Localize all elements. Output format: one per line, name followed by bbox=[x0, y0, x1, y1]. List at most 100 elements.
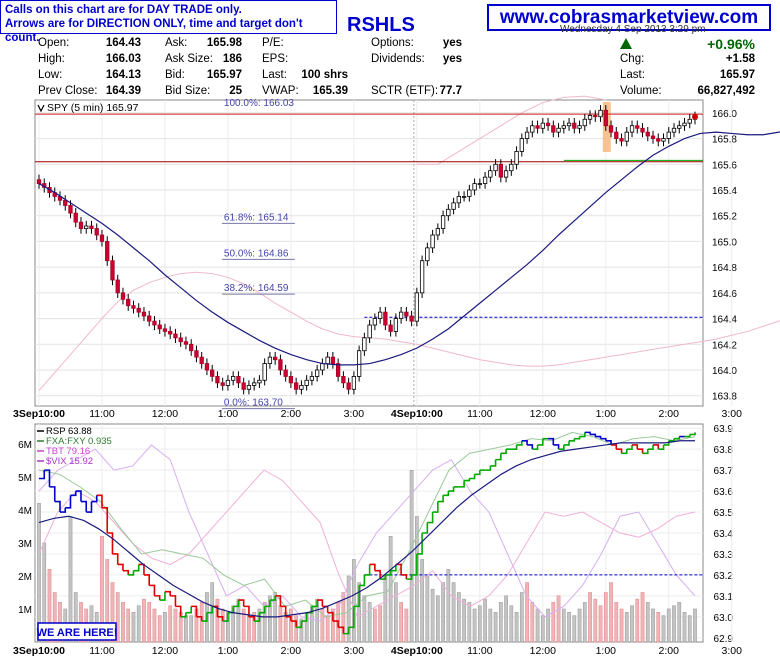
rsp-line-segment bbox=[537, 438, 544, 446]
candle-body bbox=[650, 135, 656, 139]
quote-label: Bid Size: bbox=[165, 85, 211, 97]
quote-value: yes bbox=[442, 53, 462, 65]
rsp-line-segment bbox=[290, 620, 297, 628]
rsp-line-segment bbox=[327, 611, 334, 622]
rsp-line-segment bbox=[248, 616, 255, 622]
candle-body bbox=[519, 138, 524, 152]
volume-bar bbox=[577, 608, 582, 643]
rsp-line-segment bbox=[437, 495, 444, 503]
candle-body bbox=[215, 376, 220, 384]
rsp-line-segment bbox=[149, 584, 156, 596]
candle-body bbox=[257, 379, 262, 384]
rsp-line-segment bbox=[374, 569, 381, 580]
volume-bar bbox=[588, 592, 592, 643]
annotation-label: WE ARE HERE! bbox=[37, 627, 118, 639]
candle-body bbox=[477, 183, 482, 185]
volume-bar bbox=[561, 608, 566, 643]
rsp-line-segment bbox=[233, 600, 240, 608]
volume-bar bbox=[535, 608, 540, 643]
candle-body bbox=[252, 382, 257, 386]
candle-body bbox=[131, 305, 136, 309]
volume-bar bbox=[289, 608, 293, 643]
indicator-y-tick-label: 63.1 bbox=[714, 592, 734, 603]
price-y-tick-label: 165.6 bbox=[712, 160, 737, 171]
rsp-line-segment bbox=[128, 570, 135, 576]
rsp-line-segment bbox=[616, 448, 623, 454]
price-y-tick-label: 164.0 bbox=[712, 366, 737, 377]
rsp-line-segment bbox=[75, 490, 82, 502]
volume-bar bbox=[645, 602, 650, 643]
candle-body bbox=[199, 356, 204, 364]
rsp-line-segment bbox=[364, 564, 371, 576]
candle-body bbox=[383, 311, 388, 326]
volume-bar bbox=[504, 595, 508, 643]
candle-body bbox=[241, 382, 246, 390]
legend-label: $VIX 15.92 bbox=[46, 456, 93, 467]
indicator-y-tick-label: 63.8 bbox=[714, 445, 734, 456]
volume-bar bbox=[477, 605, 482, 643]
volume-bar bbox=[362, 595, 367, 643]
price-moving-average bbox=[38, 131, 780, 366]
rsp-line-segment bbox=[264, 600, 271, 608]
quote-label: Dividends: bbox=[371, 53, 425, 65]
candle-body bbox=[640, 127, 645, 133]
candle-body bbox=[152, 320, 157, 326]
candle-body bbox=[204, 363, 210, 371]
candle-body bbox=[84, 225, 89, 229]
rsp-line-segment bbox=[175, 605, 182, 617]
candle-body bbox=[294, 382, 299, 390]
indicator-x-tick-label: 3Sep10:00 bbox=[13, 645, 65, 657]
disclaimer-box: Calls on this chart are for DAY TRADE on… bbox=[0, 0, 337, 44]
price-y-tick-label: 165.8 bbox=[712, 135, 737, 146]
quote-label: High: bbox=[38, 53, 65, 65]
price-plot-area bbox=[34, 99, 704, 407]
rsp-line-segment bbox=[401, 574, 408, 580]
candle-body bbox=[367, 324, 372, 339]
volume-bar bbox=[519, 592, 524, 643]
rsp-line-segment bbox=[653, 444, 660, 450]
rsp-line-segment bbox=[495, 453, 502, 461]
volume-y-tick-label: 5M bbox=[18, 473, 32, 484]
rsp-line-segment bbox=[689, 432, 696, 436]
candle-body bbox=[372, 318, 378, 326]
volume-bar bbox=[383, 575, 388, 643]
volume-bar bbox=[189, 615, 194, 643]
volume-bar bbox=[163, 612, 167, 643]
candle-body bbox=[335, 363, 341, 377]
website-link[interactable]: www.cobrasmarketview.com bbox=[487, 4, 771, 31]
candle-body bbox=[299, 385, 304, 390]
candle-body bbox=[231, 376, 236, 381]
rsp-line-segment bbox=[626, 444, 633, 450]
price-y-tick-label: 164.8 bbox=[712, 263, 737, 274]
candle-body bbox=[189, 343, 194, 352]
quote-value: 165.98 bbox=[206, 37, 242, 49]
volume-bar bbox=[79, 602, 83, 643]
indicator-x-tick-label: 2:00 bbox=[659, 645, 680, 657]
volume-bar bbox=[121, 602, 125, 643]
volume-bar bbox=[498, 602, 503, 643]
ticker-title: RSHLS bbox=[347, 14, 415, 36]
candle-body bbox=[540, 122, 545, 129]
quote-label: Ask: bbox=[165, 37, 188, 49]
price-x-tick-label: 2:00 bbox=[659, 408, 680, 420]
fib-label: 38.2%: 164.59 bbox=[224, 283, 289, 294]
candle-body bbox=[173, 333, 178, 339]
volume-bar bbox=[173, 608, 178, 643]
rsp-line-segment bbox=[122, 569, 130, 575]
quote-label: SCTR (ETF): bbox=[371, 85, 439, 97]
candle-body bbox=[94, 228, 99, 236]
rsp-line-segment bbox=[117, 563, 124, 571]
candle-body bbox=[656, 138, 661, 142]
candle-body bbox=[110, 260, 115, 281]
volume-bar bbox=[378, 605, 382, 643]
candle-body bbox=[136, 307, 141, 313]
volume-bar bbox=[693, 608, 697, 643]
volume-bar bbox=[168, 605, 173, 643]
volume-bar bbox=[147, 602, 152, 643]
volume-bar bbox=[331, 608, 335, 643]
candle-body bbox=[147, 315, 152, 322]
quote-value: 165.97 bbox=[719, 69, 755, 81]
volume-bar bbox=[446, 569, 451, 643]
quote-label: VWAP: bbox=[262, 85, 299, 97]
volume-bar bbox=[462, 598, 466, 643]
